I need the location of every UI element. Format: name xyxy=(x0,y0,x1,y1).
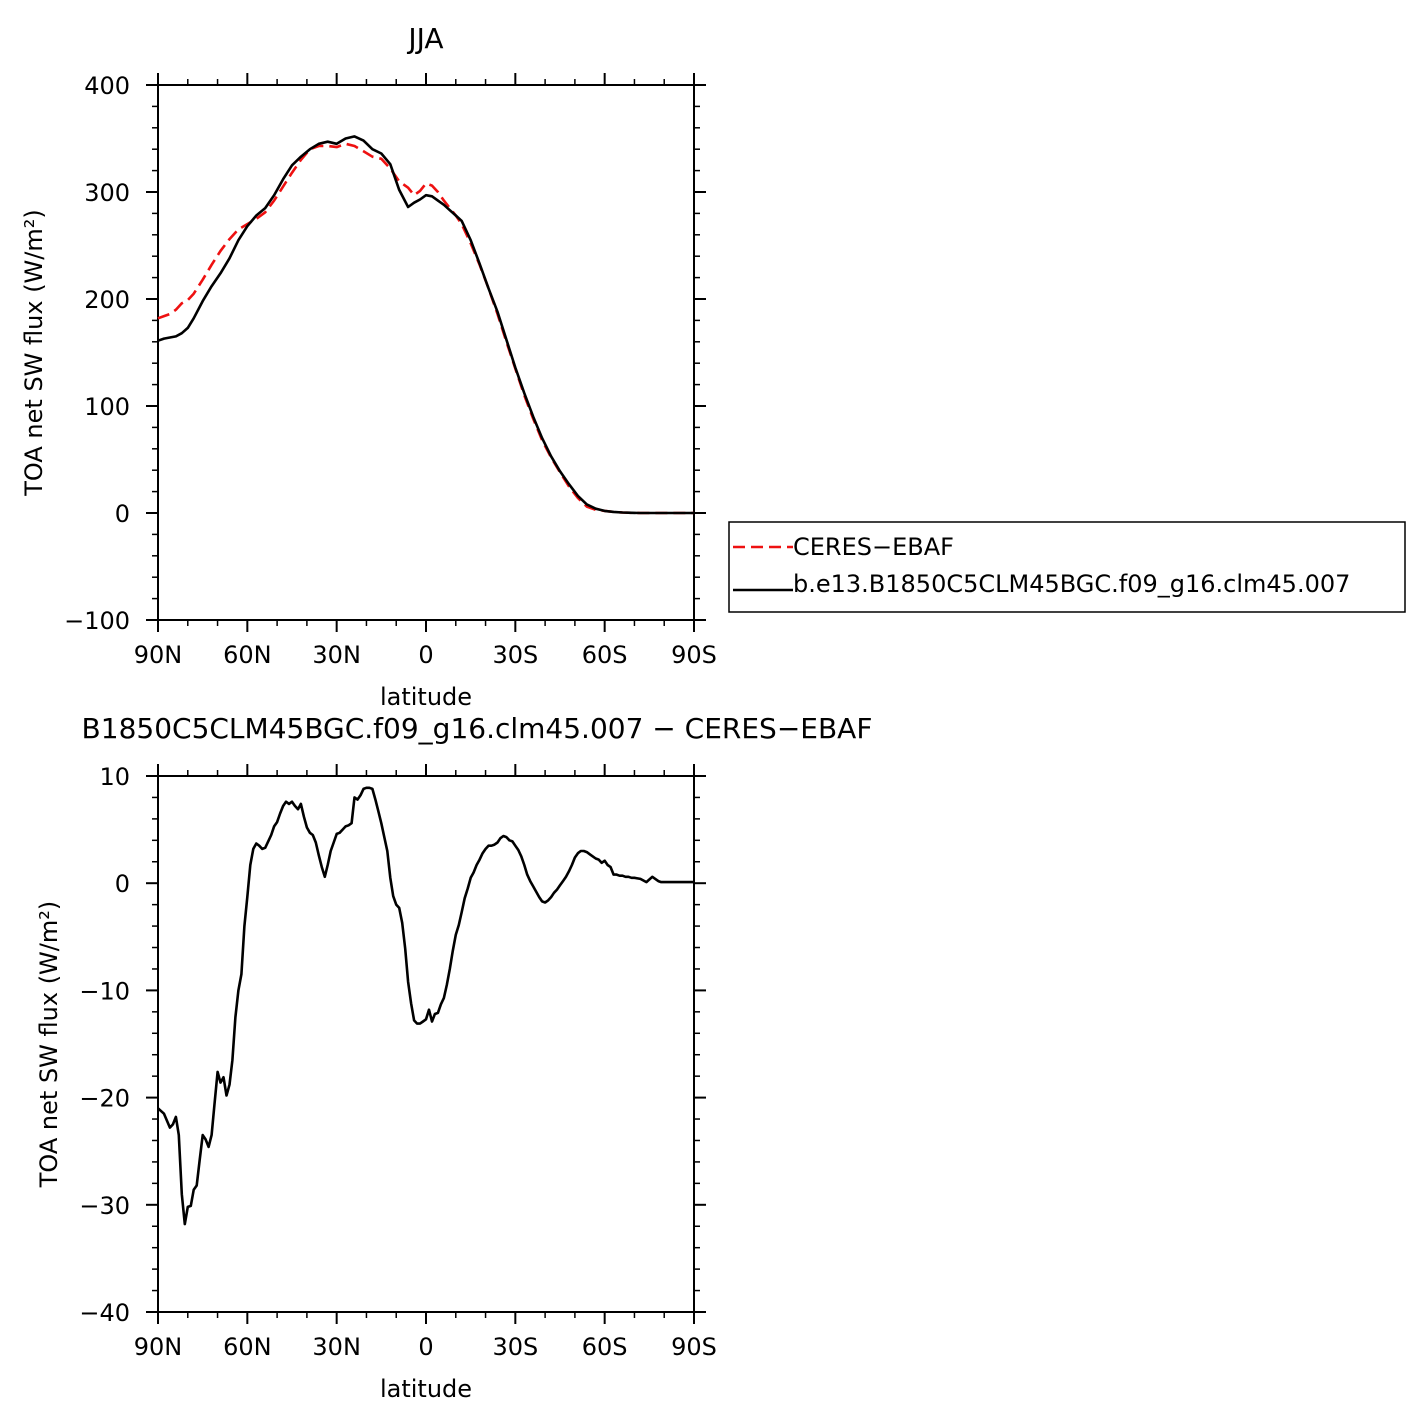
bottom-x-axis-title: latitude xyxy=(380,1375,472,1403)
bottom-chart-title: B1850C5CLM45BGC.f09_g16.clm45.007 − CERE… xyxy=(82,712,873,745)
bottom-y-axis-title: TOA net SW flux (W/m²) xyxy=(35,901,63,1189)
bottom-x-tick-label: 90S xyxy=(671,1333,717,1361)
bottom-x-tick-label: 30S xyxy=(492,1333,538,1361)
top-y-tick-label: 100 xyxy=(84,393,130,421)
top-y-tick-label: 0 xyxy=(115,500,130,528)
top-x-tick-label: 30N xyxy=(312,641,361,669)
legend-box xyxy=(728,521,1406,613)
bottom-x-tick-label: 30N xyxy=(312,1333,361,1361)
top-y-tick-label: 200 xyxy=(84,286,130,314)
bottom-y-tick-label: 0 xyxy=(115,870,130,898)
bottom-y-tick-label: −20 xyxy=(79,1085,130,1113)
top-y-axis-title: TOA net SW flux (W/m²) xyxy=(20,209,48,497)
top-x-tick-label: 30S xyxy=(492,641,538,669)
bottom-x-tick-label: 0 xyxy=(418,1333,433,1361)
top-x-tick-label: 60N xyxy=(223,641,272,669)
top-series-line-1 xyxy=(157,135,694,515)
top-plot-frame xyxy=(157,84,695,621)
bottom-y-tick-label: 10 xyxy=(99,763,130,791)
legend-label-model: b.e13.B1850C5CLM45BGC.f09_g16.clm45.007 xyxy=(793,570,1350,598)
top-x-axis-title: latitude xyxy=(380,683,472,711)
bottom-y-tick-label: −10 xyxy=(79,977,130,1005)
bottom-plot-frame xyxy=(157,775,695,1313)
bottom-y-tick-label: −30 xyxy=(79,1192,130,1220)
bottom-series-line-0 xyxy=(157,786,694,1226)
top-y-tick-label: −100 xyxy=(64,607,130,635)
top-y-tick-label: 400 xyxy=(84,72,130,100)
legend-label-observation: CERES−EBAF xyxy=(793,533,954,561)
bottom-x-tick-label: 60S xyxy=(582,1333,628,1361)
bottom-chart-plot: 90N 60N 30N 0 30S 60S 90S −40 −30 −20 −10 0 10 latitu… xyxy=(35,763,717,1403)
top-series-line-0 xyxy=(157,142,694,515)
legend: CERES−EBAF b.e13.B1850C5CLM45BGC.f09_g16… xyxy=(728,521,1406,613)
top-y-tick-label: 300 xyxy=(84,179,130,207)
top-x-tick-label: 0 xyxy=(418,641,433,669)
top-chart-title: JJA xyxy=(406,22,443,55)
top-x-tick-label: 60S xyxy=(582,641,628,669)
top-x-tick-label: 90S xyxy=(671,641,717,669)
bottom-x-tick-label: 60N xyxy=(223,1333,272,1361)
top-chart-plot: 90N 60N 30N 0 30S 60S 90S −100 0 100 200 300 400 lati… xyxy=(20,72,717,711)
bottom-y-tick-label: −40 xyxy=(79,1299,130,1327)
bottom-x-tick-label: 90N xyxy=(134,1333,183,1361)
top-x-tick-label: 90N xyxy=(134,641,183,669)
